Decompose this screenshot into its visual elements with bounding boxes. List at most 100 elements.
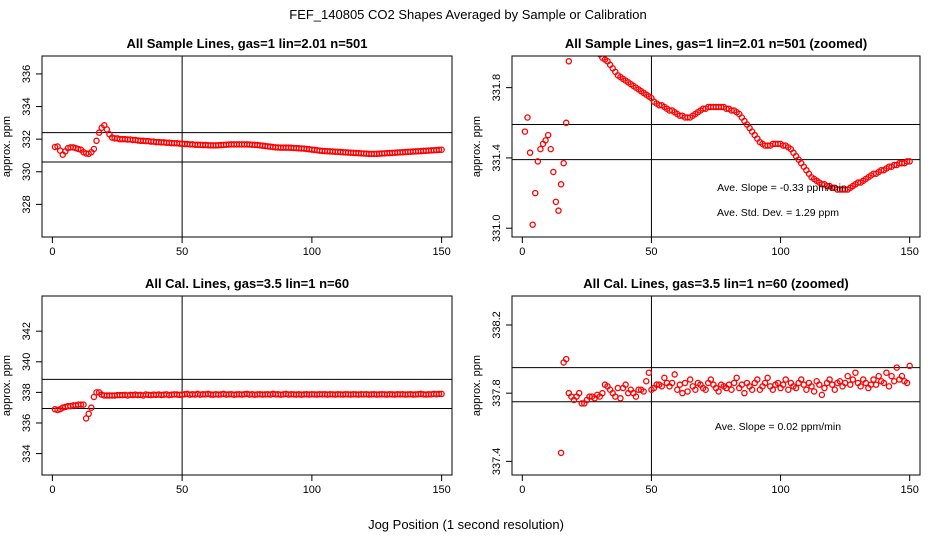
x-tick-label: 50 [176,484,188,496]
figure-xlabel: Jog Position (1 second resolution) [368,517,564,532]
panel-title: All Sample Lines, gas=1 lin=2.01 n=501 (… [565,36,867,51]
data-point [435,390,443,398]
y-tick-label: 338 [21,383,33,401]
data-point [779,381,787,388]
data-point [903,158,911,165]
x-tick-label: 150 [432,246,450,258]
data-point [761,379,769,387]
data-point [893,364,901,371]
data-point [599,389,606,397]
chart-panel-4: All Cal. Lines, gas=3.5 lin=1 n=60 (zoom… [471,276,921,496]
data-point [90,145,98,153]
data-point [857,383,864,390]
data-point [674,386,681,394]
data-point [617,395,624,402]
data-point [565,58,573,65]
data-point [785,386,792,394]
data-point [578,400,585,407]
data-points [51,122,445,158]
data-point [661,374,668,382]
data-point [555,207,562,214]
data-point [90,393,98,401]
data-point [77,401,85,408]
y-tick-label: 337.8 [491,379,503,407]
data-point [792,384,800,392]
data-point [531,189,539,197]
data-point [844,372,851,380]
y-tick-label: 328 [21,195,33,213]
x-tick-label: 100 [303,246,321,258]
x-tick-label: 100 [771,246,789,258]
panels: All Sample Lines, gas=1 lin=2.01 n=501 ap… [1,36,921,496]
data-point [782,376,789,383]
data-point [671,371,678,378]
y-tick-label: 336 [21,65,33,83]
data-point [754,376,761,383]
panel-title: All Sample Lines, gas=1 lin=2.01 n=501 [127,36,368,51]
y-tick-label: 331.8 [491,74,503,102]
y-tick-label: 342 [21,322,33,340]
chart-panel-2: All Sample Lines, gas=1 lin=2.01 n=501 (… [471,36,921,258]
data-point [818,391,826,399]
data-points [521,56,913,228]
data-point [852,369,859,376]
x-tick-label: 0 [519,246,525,258]
data-point [888,372,895,380]
y-tick-label: 337.4 [491,448,503,476]
data-point [880,379,888,387]
y-tick-label: 331.0 [491,214,503,242]
data-point [872,381,880,388]
annotation-text: Ave. Slope = -0.33 ppm/min [717,182,847,194]
y-axis-label: approx. ppm [471,355,483,416]
data-point [707,376,715,383]
data-point [890,377,898,385]
data-point [769,386,777,394]
data-point [80,401,87,408]
data-point [826,376,833,383]
data-point [85,410,92,418]
y-tick-label: 336 [21,414,33,432]
data-point [676,381,684,388]
plot-frame [511,295,921,476]
data-point [93,389,100,396]
y-tick-label: 330 [21,163,33,181]
data-point [898,372,906,380]
data-point [816,381,823,388]
data-point [906,158,913,165]
data-point [684,388,691,395]
y-tick-label: 332 [21,130,33,148]
data-point [870,376,877,383]
data-points [557,355,913,457]
panel-title: All Cal. Lines, gas=3.5 lin=1 n=60 [145,276,349,291]
y-tick-label: 340 [21,353,33,371]
y-tick-label: 331.4 [491,144,503,172]
data-point [438,390,445,398]
plot-frame [511,55,921,238]
data-point [692,386,699,394]
data-point [524,114,531,121]
data-point [529,221,536,228]
data-point [658,383,666,390]
data-point [668,379,676,387]
data-point [741,389,748,397]
data-point [542,137,549,144]
data-point [534,158,542,165]
x-tick-label: 150 [900,484,918,496]
data-point [702,386,709,394]
data-point [728,386,735,394]
y-axis-label: approx. ppm [1,116,13,177]
chart-panel-3: All Cal. Lines, gas=3.5 lin=1 n=60 approx… [1,276,453,496]
data-point [883,369,890,376]
x-tick-label: 150 [432,484,450,496]
x-tick-label: 50 [176,246,188,258]
data-point [560,159,567,167]
data-point [831,386,839,394]
data-point [552,198,560,206]
data-point [906,362,913,370]
data-point [715,388,722,395]
panel-title: All Cal. Lines, gas=3.5 lin=1 n=60 (zoom… [583,276,849,291]
data-point [82,415,90,422]
data-point [681,379,689,387]
data-point [686,376,694,383]
